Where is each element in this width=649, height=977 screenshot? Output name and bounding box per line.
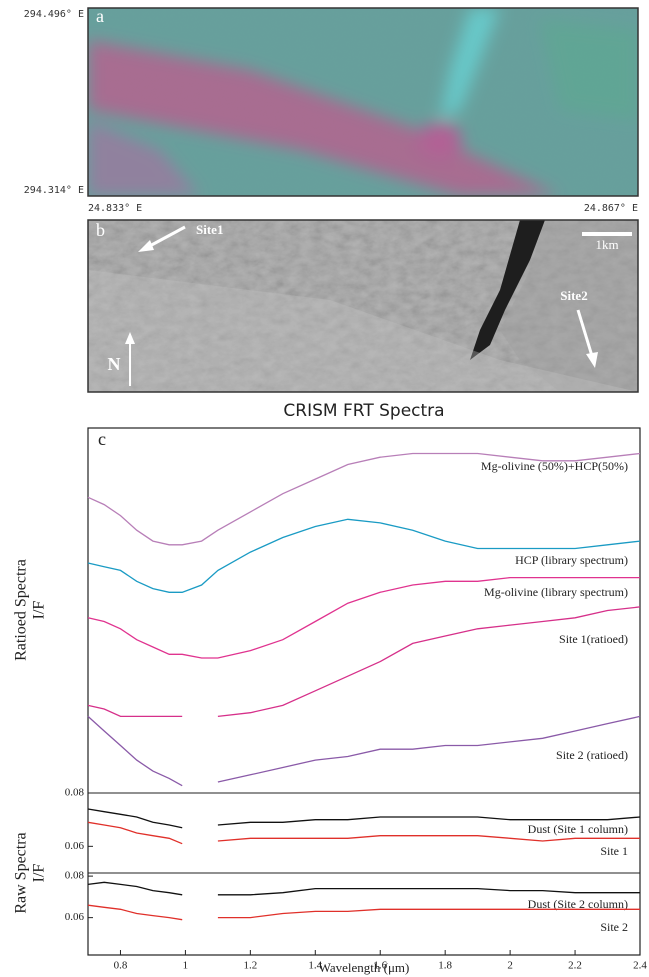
grayscale-image <box>88 220 638 392</box>
site-label: Site2 <box>560 288 587 303</box>
series-line <box>88 882 640 895</box>
figure: a 294.496° E 294.314° E 24.833° E 24.867… <box>0 0 649 977</box>
panel-label: a <box>96 6 104 26</box>
x-tick-label: 1.2 <box>243 960 257 972</box>
site-label: Site1 <box>196 222 223 237</box>
coordinate: 294.496° E <box>24 9 84 20</box>
x-tick-label: 2.4 <box>633 960 647 972</box>
x-tick-label: 1.8 <box>438 960 452 972</box>
coordinate: 24.867° E <box>584 203 638 214</box>
x-tick-label: 2 <box>507 960 513 972</box>
x-axis-label: Wavelength (μm) <box>319 960 410 975</box>
series-label: Mg-olivine (library spectrum) <box>484 585 628 599</box>
series-label: Mg-olivine (50%)+HCP(50%) <box>481 459 628 473</box>
y-tick-label: 0.06 <box>65 840 85 852</box>
y-tick-label: 0.06 <box>65 911 85 923</box>
x-tick-label: 0.8 <box>114 960 128 972</box>
series-label: Site 1(ratioed) <box>559 632 628 646</box>
chart-title: CRISM FRT Spectra <box>283 401 444 421</box>
series-label: Site 2 <box>600 920 628 934</box>
north-label: N <box>108 354 121 374</box>
series-label: Site 1 <box>600 844 628 858</box>
y-axis-label: I/F <box>31 864 48 883</box>
y-tick-label: 0.08 <box>65 787 85 799</box>
series-line <box>88 607 640 717</box>
y-axis-label: Raw Spectra <box>13 832 30 913</box>
panel-label: b <box>96 220 105 240</box>
coordinate: 24.833° E <box>88 203 142 214</box>
x-tick-label: 1 <box>183 960 189 972</box>
plot-frame <box>88 428 640 955</box>
y-axis-label: Ratioed Spectra <box>13 559 30 661</box>
false-color-image <box>88 8 638 196</box>
y-axis-label: I/F <box>31 601 48 620</box>
coordinate: 294.314° E <box>24 185 84 196</box>
scale-label: 1km <box>595 237 618 252</box>
panel-label: c <box>98 429 106 449</box>
y-tick-label: 0.08 <box>65 870 85 882</box>
series-label: HCP (library spectrum) <box>515 553 628 567</box>
series-label: Site 2 (ratioed) <box>556 748 628 762</box>
x-tick-label: 2.2 <box>568 960 582 972</box>
series-label: Dust (Site 1 column) <box>528 822 628 836</box>
